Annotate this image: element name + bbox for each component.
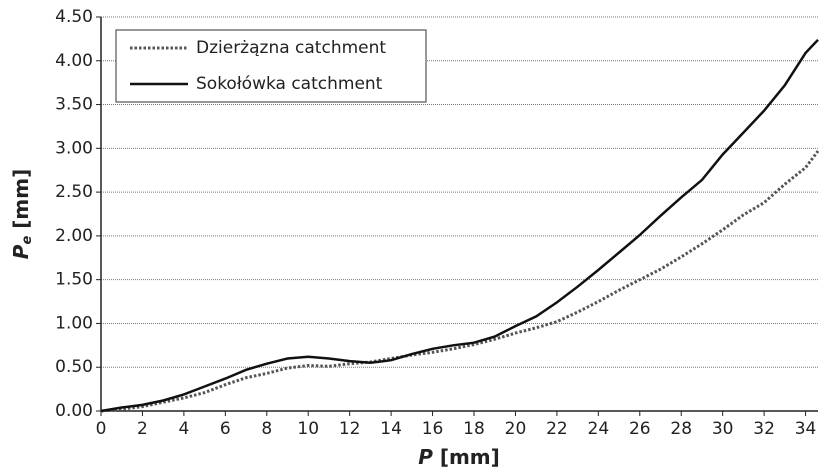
x-label-unit: [mm] xyxy=(433,445,500,469)
x-tick-label: 4 xyxy=(178,419,189,439)
series-line xyxy=(100,150,819,413)
y-label-var: P xyxy=(9,244,33,259)
series-line xyxy=(100,38,819,413)
x-axis-label: P [mm] xyxy=(418,445,500,469)
x-tick-label: 26 xyxy=(629,419,651,439)
y-tick-label: 1.00 xyxy=(55,313,93,333)
y-axis-label: Pe [mm] xyxy=(9,169,35,259)
y-tick-label: 4.50 xyxy=(55,7,93,27)
x-tick-label: 34 xyxy=(795,419,817,439)
y-tick-label: 4.00 xyxy=(55,51,93,71)
x-label-var: P xyxy=(418,445,433,469)
x-tick-label: 16 xyxy=(422,419,444,439)
y-tick-label: 0.00 xyxy=(55,401,93,421)
legend-label: Sokołówka catchment xyxy=(196,74,383,94)
x-tick-label: 22 xyxy=(546,419,568,439)
y-label-unit: [mm] xyxy=(9,169,33,236)
y-label-sub: e xyxy=(20,236,35,245)
legend-label: Dzierżązna catchment xyxy=(196,38,386,58)
x-tick-label: 8 xyxy=(261,419,272,439)
y-tick-label: 0.50 xyxy=(55,357,93,377)
x-tick-label: 20 xyxy=(505,419,527,439)
x-tick-label: 2 xyxy=(137,419,148,439)
y-tick-label: 3.50 xyxy=(55,95,93,115)
x-tick-label: 10 xyxy=(297,419,319,439)
x-tick-label: 18 xyxy=(463,419,485,439)
y-tick-label: 1.50 xyxy=(55,270,93,290)
y-tick-label: 2.50 xyxy=(55,182,93,202)
legend-box xyxy=(115,29,427,103)
x-tick-label: 28 xyxy=(670,419,692,439)
x-tick-label: 32 xyxy=(753,419,775,439)
y-tick-label: 3.00 xyxy=(55,138,93,158)
x-tick-label: 24 xyxy=(588,419,610,439)
x-tick-label: 12 xyxy=(339,419,361,439)
x-tick-label: 14 xyxy=(380,419,402,439)
y-tick-label: 2.00 xyxy=(55,226,93,246)
x-tick-label: 0 xyxy=(96,419,107,439)
x-tick-label: 6 xyxy=(220,419,231,439)
x-tick-label: 30 xyxy=(712,419,734,439)
